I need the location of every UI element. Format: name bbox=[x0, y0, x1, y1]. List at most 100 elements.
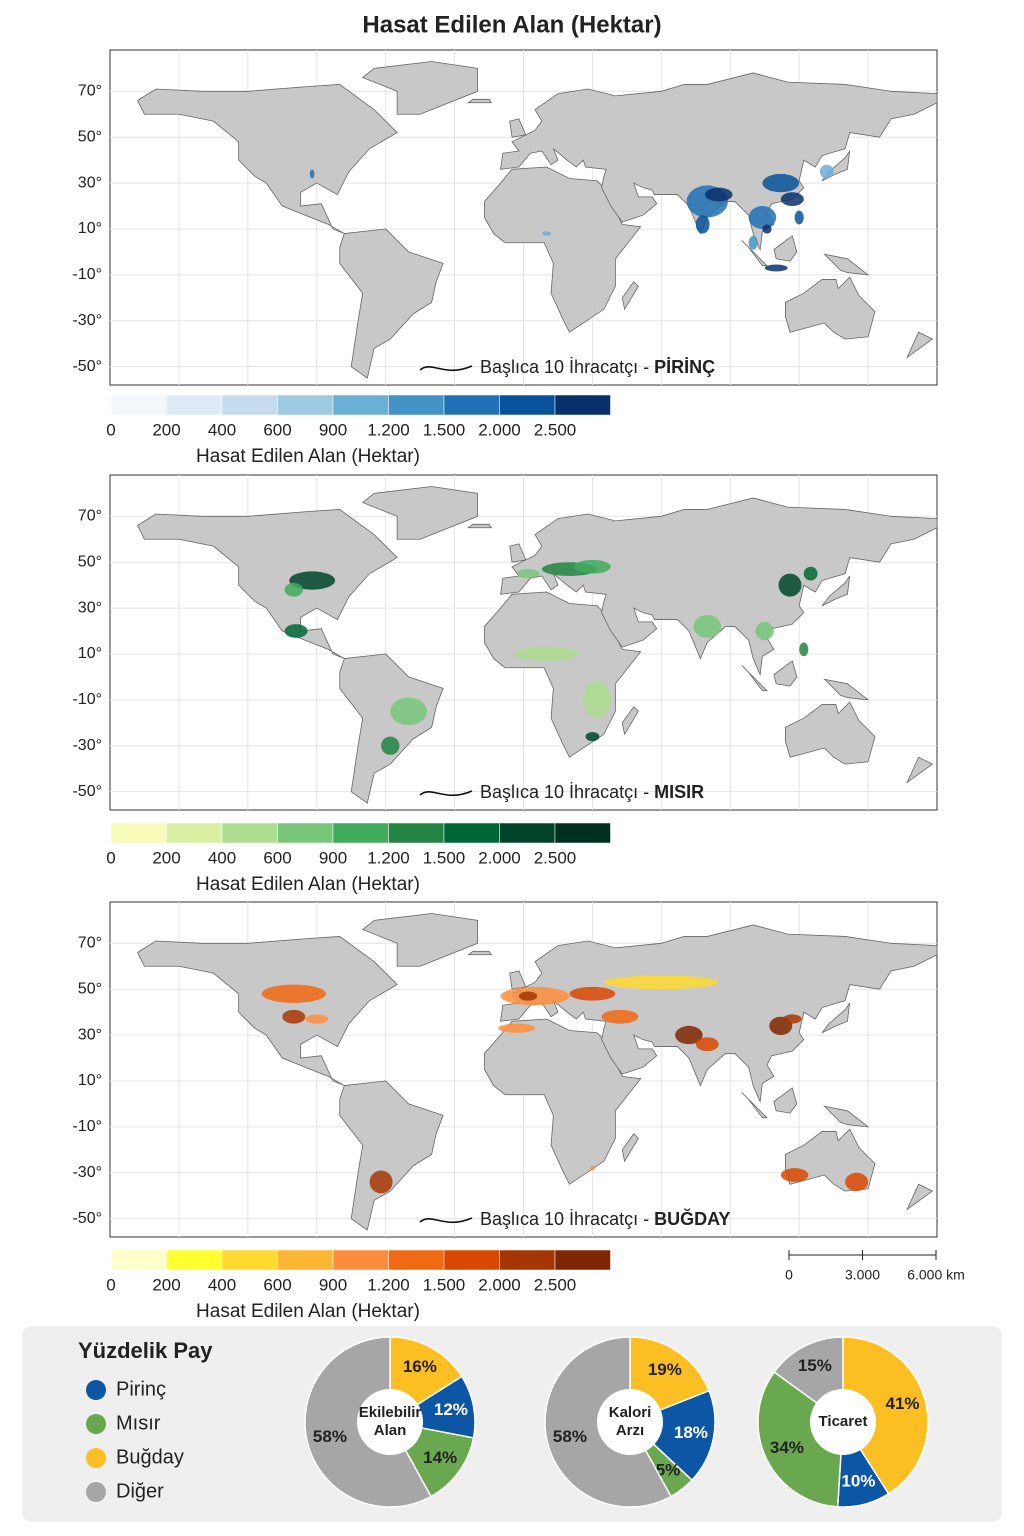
hotspot bbox=[603, 975, 719, 990]
hotspot bbox=[819, 164, 834, 179]
legend-swatch bbox=[86, 1448, 106, 1468]
lat-tick-label: 30° bbox=[78, 1026, 102, 1043]
lat-tick-label: 10° bbox=[78, 220, 102, 237]
hotspot bbox=[803, 566, 818, 581]
colorbar-bin bbox=[332, 1249, 389, 1271]
hotspot bbox=[514, 647, 579, 661]
hotspot bbox=[778, 573, 802, 597]
legend-swatch bbox=[86, 1380, 106, 1400]
legend-label: Diğer bbox=[116, 1480, 164, 1502]
exporter-line-sample bbox=[419, 1217, 473, 1223]
hotspot bbox=[569, 986, 616, 1001]
legend-label: Mısır bbox=[116, 1412, 161, 1434]
colorbar-tick-label: 1.200 bbox=[367, 420, 410, 439]
colorbar-bin bbox=[332, 394, 389, 416]
lat-tick-label: -30° bbox=[72, 1164, 102, 1181]
colorbar-tick-label: 900 bbox=[319, 1275, 347, 1294]
colorbar-bin bbox=[554, 394, 611, 416]
hotspot bbox=[590, 1165, 595, 1171]
hotspot bbox=[284, 624, 308, 638]
lat-tick-label: 30° bbox=[78, 174, 102, 191]
colorbar-bin bbox=[221, 394, 278, 416]
colorbar-bin bbox=[277, 822, 334, 844]
lat-tick-label: 70° bbox=[78, 935, 102, 952]
colorbar-tick-label: 2.000 bbox=[478, 848, 521, 867]
hotspot bbox=[574, 559, 611, 574]
lat-tick-label: -10° bbox=[72, 691, 102, 708]
colorbar-bin bbox=[499, 1249, 556, 1271]
hotspot bbox=[764, 264, 788, 272]
donut-hole bbox=[597, 1389, 663, 1455]
land bbox=[137, 936, 398, 1086]
hotspot bbox=[518, 991, 538, 1001]
colorbar-bin bbox=[166, 822, 223, 844]
exporter-line-sample bbox=[419, 365, 473, 371]
donut-slice bbox=[628, 1389, 716, 1482]
colorbar-bin bbox=[554, 822, 611, 844]
exporter-legend: Başlıca 10 İhracatçı - BUĞDAY bbox=[480, 1208, 730, 1229]
lat-tick-label: -10° bbox=[72, 266, 102, 283]
colorbar-tick-label: 600 bbox=[263, 420, 291, 439]
lat-tick-label: 10° bbox=[78, 645, 102, 662]
slice-label: 10% bbox=[841, 1472, 875, 1491]
hotspot bbox=[695, 1037, 719, 1052]
slice-label: 14% bbox=[423, 1448, 457, 1467]
hotspot bbox=[762, 224, 772, 234]
lat-tick-label: 70° bbox=[78, 83, 102, 100]
colorbar-tick-label: 400 bbox=[208, 1275, 236, 1294]
colorbar-tick-label: 400 bbox=[208, 848, 236, 867]
colorbar-bin bbox=[277, 394, 334, 416]
land bbox=[621, 281, 639, 311]
colorbar-bin bbox=[554, 1249, 611, 1271]
crop-name: BUĞDAY bbox=[654, 1208, 730, 1229]
slice-label: 12% bbox=[434, 1400, 468, 1419]
scale-label: 3.000 bbox=[845, 1267, 880, 1283]
land bbox=[906, 756, 934, 784]
land bbox=[361, 913, 478, 967]
colorbar-bin bbox=[221, 822, 278, 844]
colorbar-tick-label: 200 bbox=[152, 420, 180, 439]
lat-tick-label: -30° bbox=[72, 312, 102, 329]
colorbar-bin bbox=[499, 822, 556, 844]
hotspot bbox=[783, 1014, 802, 1024]
hotspot bbox=[541, 231, 552, 236]
crop-name: MISIR bbox=[654, 782, 704, 802]
hotspot bbox=[748, 206, 777, 229]
hotspot bbox=[390, 697, 428, 726]
land bbox=[773, 235, 798, 262]
land bbox=[137, 509, 398, 659]
land bbox=[773, 660, 798, 687]
lat-tick-label: 50° bbox=[78, 980, 102, 997]
hotspot bbox=[381, 736, 400, 755]
land bbox=[784, 701, 876, 765]
hotspot bbox=[762, 173, 800, 193]
donut-hole bbox=[357, 1389, 423, 1455]
colorbar-bin bbox=[110, 1249, 167, 1271]
slice-label: 18% bbox=[674, 1423, 708, 1442]
land bbox=[467, 523, 493, 529]
colorbar-bin bbox=[443, 1249, 500, 1271]
lat-tick-label: -50° bbox=[72, 358, 102, 375]
lat-tick-label: 30° bbox=[78, 599, 102, 616]
land bbox=[509, 543, 527, 563]
colorbar-tick-label: 900 bbox=[319, 848, 347, 867]
colorbar-bin bbox=[388, 822, 445, 844]
land bbox=[484, 166, 642, 333]
colorbar-tick-label: 1.500 bbox=[423, 1275, 466, 1294]
hotspot bbox=[704, 187, 733, 202]
slice-label: 16% bbox=[403, 1357, 437, 1376]
land bbox=[339, 1080, 444, 1231]
colorbar-tick-label: 2.000 bbox=[478, 1275, 521, 1294]
slice-label: 15% bbox=[798, 1356, 832, 1375]
hotspot bbox=[289, 571, 336, 590]
hotspot bbox=[284, 582, 303, 597]
slice-label: 19% bbox=[648, 1360, 682, 1379]
hotspot bbox=[693, 614, 722, 638]
hotspot bbox=[498, 1023, 535, 1033]
hotspot bbox=[261, 984, 326, 1003]
exporter-line-sample bbox=[419, 790, 473, 796]
lat-tick-label: -50° bbox=[72, 1210, 102, 1227]
colorbar-tick-label: 0 bbox=[106, 420, 115, 439]
colorbar-bin bbox=[388, 394, 445, 416]
